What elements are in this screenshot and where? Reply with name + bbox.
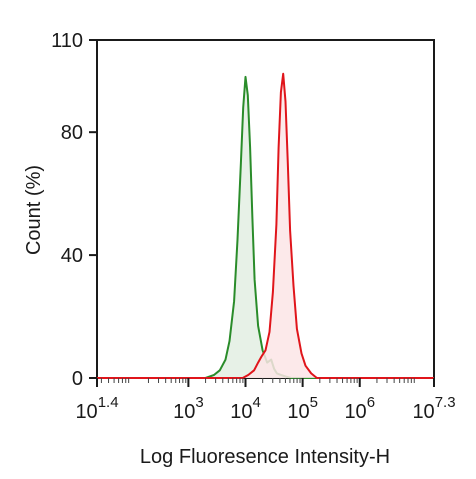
x-tick-label: 104 [230,394,261,423]
y-tick-label: 80 [61,122,83,144]
x-tick-label: 105 [287,394,318,423]
x-tick-label: 107.3 [412,394,455,423]
y-tick-label: 40 [61,245,83,267]
x-tick-label: 103 [173,394,204,423]
x-axis-label: Log Fluoresence Intensity-H [140,446,390,468]
series-2-area [97,73,434,379]
x-tick-label: 106 [344,394,375,423]
series-layer [97,72,434,379]
plot-area [96,39,435,379]
plot-border [96,39,435,379]
series-1-area [97,76,434,379]
y-tick-label: 110 [51,30,83,52]
x-tick-label: 101.4 [75,394,118,423]
y-tick-label: 0 [72,368,83,390]
series-2-line [97,72,434,379]
series-1-line [97,75,434,379]
y-axis-label: Count (%) [23,165,45,255]
axes-layer: 0 40 80 110 101.4 103 104 105 106 107.3 [51,30,455,423]
